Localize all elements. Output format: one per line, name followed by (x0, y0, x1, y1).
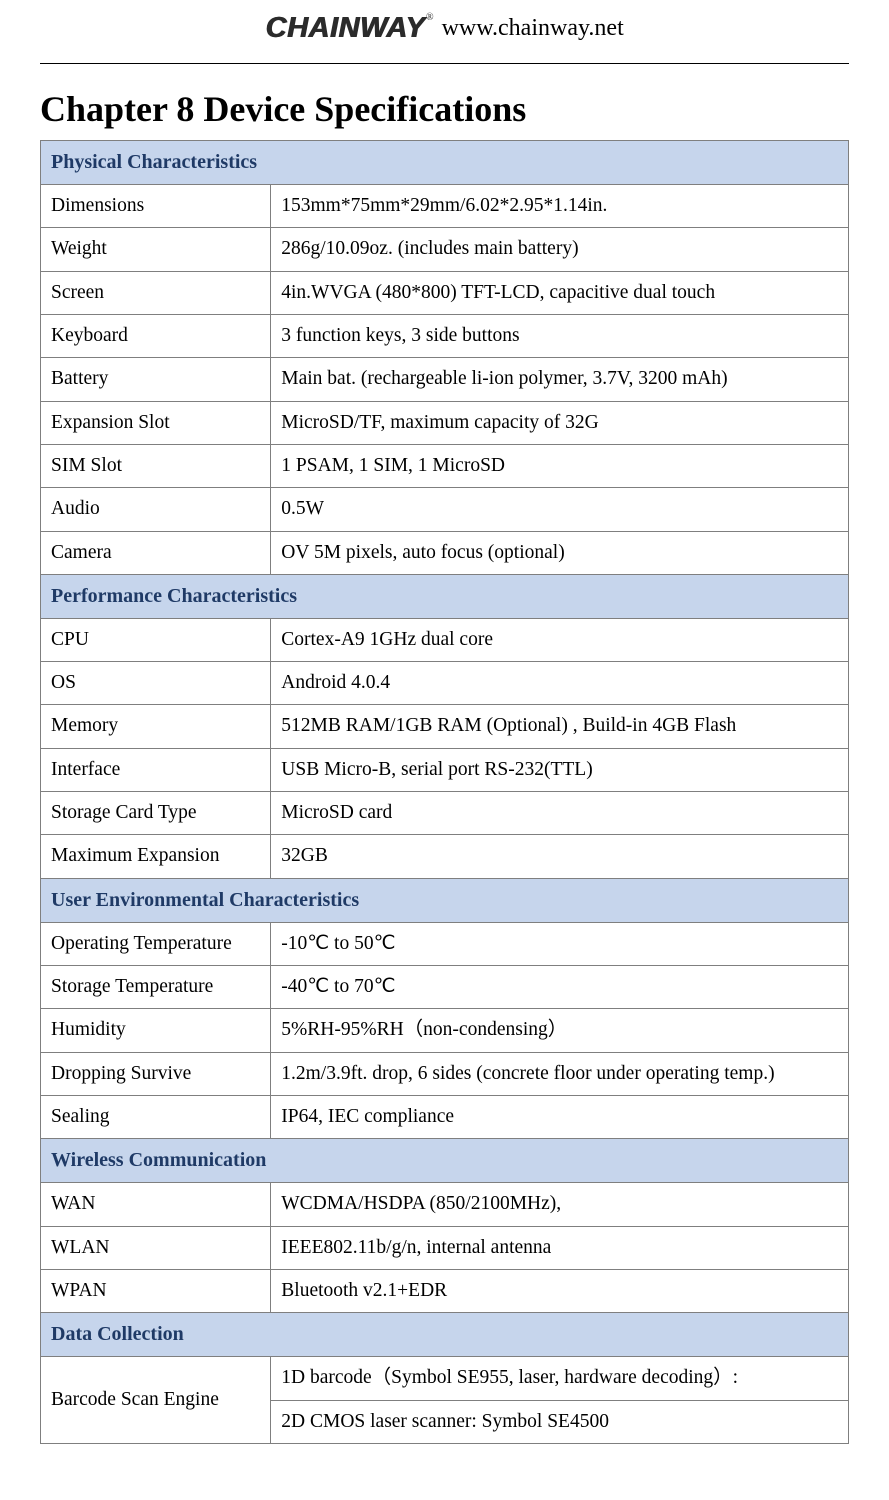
spec-label: Sealing (41, 1095, 271, 1138)
table-row: WLANIEEE802.11b/g/n, internal antenna (41, 1226, 849, 1269)
spec-value: 4in.WVGA (480*800) TFT-LCD, capacitive d… (271, 271, 849, 314)
logo-text: CHAINWAY (265, 12, 425, 44)
spec-label: WPAN (41, 1269, 271, 1312)
logo-registered-icon: ® (426, 12, 434, 23)
spec-label: Operating Temperature (41, 922, 271, 965)
table-row: Audio0.5W (41, 488, 849, 531)
spec-label: Barcode Scan Engine (41, 1357, 271, 1444)
spec-label: SIM Slot (41, 444, 271, 487)
spec-label: OS (41, 662, 271, 705)
site-url: www.chainway.net (442, 15, 624, 42)
spec-value: -40℃ to 70℃ (271, 966, 849, 1009)
section-header: Wireless Communication (41, 1139, 849, 1183)
spec-value: USB Micro-B, serial port RS-232(TTL) (271, 748, 849, 791)
page-header: CHAINWAY® www.chainway.net (0, 0, 889, 53)
spec-table: Physical CharacteristicsDimensions153mm*… (40, 140, 849, 1444)
spec-label: Storage Temperature (41, 966, 271, 1009)
table-row: CPUCortex-A9 1GHz dual core (41, 618, 849, 661)
spec-value: IP64, IEC compliance (271, 1095, 849, 1138)
spec-label: Weight (41, 228, 271, 271)
table-row: Dropping Survive1.2m/3.9ft. drop, 6 side… (41, 1052, 849, 1095)
spec-value: Android 4.0.4 (271, 662, 849, 705)
spec-label: Storage Card Type (41, 792, 271, 835)
spec-value: 153mm*75mm*29mm/6.02*2.95*1.14in. (271, 185, 849, 228)
table-row: Dimensions153mm*75mm*29mm/6.02*2.95*1.14… (41, 185, 849, 228)
spec-value: Main bat. (rechargeable li-ion polymer, … (271, 358, 849, 401)
table-row: SIM Slot1 PSAM, 1 SIM, 1 MicroSD (41, 444, 849, 487)
table-row: WPANBluetooth v2.1+EDR (41, 1269, 849, 1312)
spec-value: Cortex-A9 1GHz dual core (271, 618, 849, 661)
section-header: Performance Characteristics (41, 574, 849, 618)
table-row: InterfaceUSB Micro-B, serial port RS-232… (41, 748, 849, 791)
spec-label: Dropping Survive (41, 1052, 271, 1095)
spec-label: Screen (41, 271, 271, 314)
spec-label: Audio (41, 488, 271, 531)
section-header: User Environmental Characteristics (41, 878, 849, 922)
table-row: Memory512MB RAM/1GB RAM (Optional) , Bui… (41, 705, 849, 748)
table-row: Barcode Scan Engine1D barcode（Symbol SE9… (41, 1357, 849, 1400)
spec-label: Interface (41, 748, 271, 791)
table-row: Weight286g/10.09oz. (includes main batte… (41, 228, 849, 271)
spec-value: 32GB (271, 835, 849, 878)
spec-value: 1.2m/3.9ft. drop, 6 sides (concrete floo… (271, 1052, 849, 1095)
table-row: Storage Temperature-40℃ to 70℃ (41, 966, 849, 1009)
section-header: Physical Characteristics (41, 141, 849, 185)
spec-label: Camera (41, 531, 271, 574)
spec-value: 1D barcode（Symbol SE955, laser, hardware… (271, 1357, 849, 1400)
table-row: Humidity5%RH-95%RH（non-condensing） (41, 1009, 849, 1052)
logo: CHAINWAY® (265, 12, 433, 45)
content: Chapter 8 Device Specifications Physical… (0, 64, 889, 1444)
spec-value: 0.5W (271, 488, 849, 531)
spec-label: Battery (41, 358, 271, 401)
spec-value: 512MB RAM/1GB RAM (Optional) , Build-in … (271, 705, 849, 748)
spec-value: WCDMA/HSDPA (850/2100MHz), (271, 1183, 849, 1226)
spec-label: WLAN (41, 1226, 271, 1269)
spec-label: Keyboard (41, 314, 271, 357)
spec-value: IEEE802.11b/g/n, internal antenna (271, 1226, 849, 1269)
spec-label: CPU (41, 618, 271, 661)
spec-value: -10℃ to 50℃ (271, 922, 849, 965)
spec-value: Bluetooth v2.1+EDR (271, 1269, 849, 1312)
table-row: WANWCDMA/HSDPA (850/2100MHz), (41, 1183, 849, 1226)
table-row: BatteryMain bat. (rechargeable li-ion po… (41, 358, 849, 401)
spec-label: WAN (41, 1183, 271, 1226)
spec-value: 1 PSAM, 1 SIM, 1 MicroSD (271, 444, 849, 487)
spec-value: 5%RH-95%RH（non-condensing） (271, 1009, 849, 1052)
table-row: Operating Temperature-10℃ to 50℃ (41, 922, 849, 965)
spec-value: 3 function keys, 3 side buttons (271, 314, 849, 357)
spec-value: MicroSD card (271, 792, 849, 835)
table-row: Maximum Expansion32GB (41, 835, 849, 878)
table-row: OSAndroid 4.0.4 (41, 662, 849, 705)
chapter-title: Chapter 8 Device Specifications (40, 88, 849, 130)
spec-label: Expansion Slot (41, 401, 271, 444)
spec-label: Maximum Expansion (41, 835, 271, 878)
spec-value: MicroSD/TF, maximum capacity of 32G (271, 401, 849, 444)
spec-value: 2D CMOS laser scanner: Symbol SE4500 (271, 1400, 849, 1443)
table-row: Storage Card TypeMicroSD card (41, 792, 849, 835)
table-row: Expansion SlotMicroSD/TF, maximum capaci… (41, 401, 849, 444)
spec-label: Memory (41, 705, 271, 748)
section-header: Data Collection (41, 1313, 849, 1357)
table-row: Screen4in.WVGA (480*800) TFT-LCD, capaci… (41, 271, 849, 314)
table-row: Keyboard3 function keys, 3 side buttons (41, 314, 849, 357)
spec-value: 286g/10.09oz. (includes main battery) (271, 228, 849, 271)
table-row: SealingIP64, IEC compliance (41, 1095, 849, 1138)
table-row: CameraOV 5M pixels, auto focus (optional… (41, 531, 849, 574)
spec-value: OV 5M pixels, auto focus (optional) (271, 531, 849, 574)
spec-label: Dimensions (41, 185, 271, 228)
spec-label: Humidity (41, 1009, 271, 1052)
